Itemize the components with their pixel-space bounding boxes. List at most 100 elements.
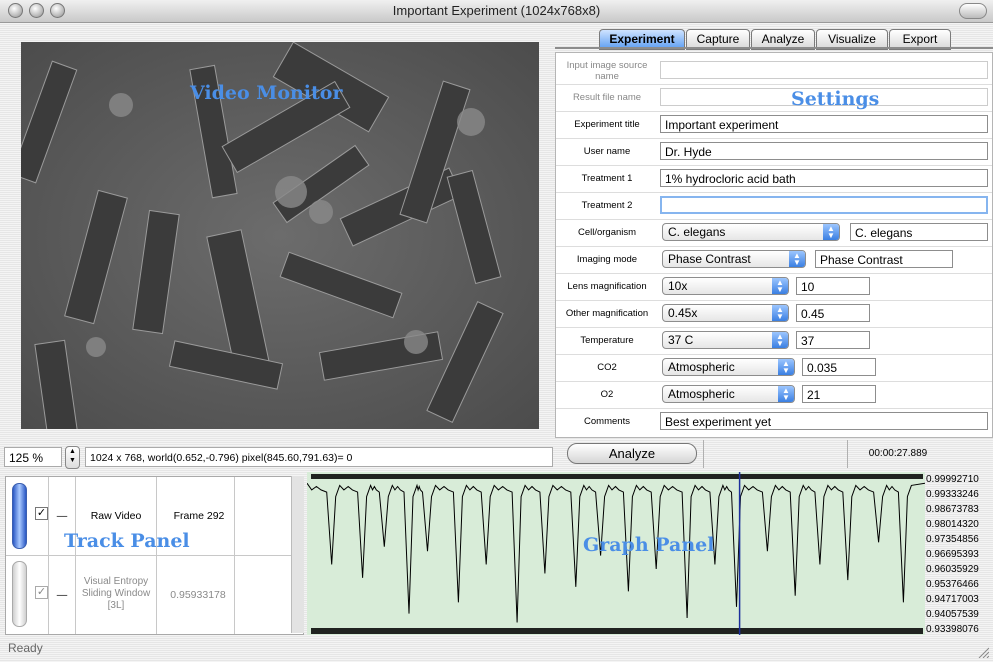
elapsed-time: 00:00:27.889	[868, 448, 928, 459]
track-checkbox-raw-video[interactable]: ✓	[35, 507, 48, 520]
graph-panel-label: Graph Panel	[583, 534, 715, 556]
imaging-mode-label: Imaging mode	[576, 254, 638, 265]
tab-analyze[interactable]: Analyze	[751, 29, 815, 50]
imaging-mode-field[interactable]: Phase Contrast	[815, 250, 953, 268]
track-handle-raw-video[interactable]	[12, 483, 27, 549]
resize-grip-icon[interactable]	[977, 646, 989, 658]
chevron-updown-icon: ▲ ▼	[789, 251, 805, 267]
y-tick-label: 0.99992710	[926, 474, 979, 485]
lens-mag-label: Lens magnification	[567, 281, 647, 292]
tab-experiment[interactable]: Experiment	[599, 29, 685, 50]
other-mag-label: Other magnification	[565, 308, 649, 319]
comments-label: Comments	[584, 416, 630, 427]
track-name-entropy: Visual Entropy Sliding Window [3L]	[81, 576, 151, 611]
other-mag-select[interactable]: 0.45x ▲ ▼	[662, 304, 789, 322]
graph-y-axis: 0.99992710 0.99333246 0.98673783 0.98014320…	[926, 472, 993, 635]
tab-visualize[interactable]: Visualize	[816, 29, 888, 50]
status-divider	[703, 440, 704, 468]
o2-select[interactable]: Atmospheric ▲ ▼	[662, 385, 795, 403]
track-name-raw-video: Raw Video	[90, 510, 142, 522]
video-monitor-label: Video Monitor	[190, 82, 343, 104]
imaging-mode-selected: Phase Contrast	[668, 252, 751, 266]
settings-panel: Input image source name Result file name…	[555, 52, 993, 438]
co2-select[interactable]: Atmospheric ▲ ▼	[662, 358, 795, 376]
track-handle-entropy[interactable]	[12, 561, 27, 627]
chevron-updown-icon: ▲ ▼	[772, 305, 788, 321]
y-tick-label: 0.96695393	[926, 549, 979, 560]
co2-label: CO2	[597, 362, 617, 373]
y-tick-label: 0.93398076	[926, 624, 979, 635]
toolbar-toggle-button[interactable]	[959, 3, 987, 19]
graph-bottom-tick-band	[311, 628, 923, 634]
user-name-field[interactable]: Dr. Hyde	[660, 142, 988, 160]
cell-organism-label: Cell/organism	[577, 227, 637, 238]
imaging-mode-select[interactable]: Phase Contrast ▲ ▼	[662, 250, 806, 268]
track-dash: —	[56, 589, 68, 601]
chevron-updown-icon: ▲ ▼	[823, 224, 839, 240]
tab-divider	[555, 47, 993, 49]
result-file-label: Result file name	[572, 92, 642, 103]
track-dash: —	[56, 510, 68, 522]
cell-organism-select[interactable]: C. elegans ▲ ▼	[662, 223, 840, 241]
experiment-title-field[interactable]: Important experiment	[660, 115, 988, 133]
y-tick-label: 0.98014320	[926, 519, 979, 530]
graph-plot	[307, 472, 925, 635]
treatment2-field[interactable]	[660, 196, 988, 214]
tab-capture[interactable]: Capture	[686, 29, 750, 50]
close-window-icon[interactable]	[8, 3, 23, 18]
y-tick-label: 0.94057539	[926, 609, 979, 620]
minimize-window-icon[interactable]	[29, 3, 44, 18]
temperature-select[interactable]: 37 C ▲ ▼	[662, 331, 789, 349]
co2-selected: Atmospheric	[668, 360, 735, 374]
y-tick-label: 0.98673783	[926, 504, 979, 515]
title-bar: Important Experiment (1024x768x8)	[0, 0, 993, 23]
y-tick-label: 0.97354856	[926, 534, 979, 545]
treatment1-label: Treatment 1	[581, 173, 633, 184]
experiment-title-label: Experiment title	[574, 119, 640, 130]
o2-label: O2	[600, 389, 614, 400]
tab-export[interactable]: Export	[889, 29, 951, 50]
cell-organism-field[interactable]: C. elegans	[850, 223, 988, 241]
zoom-window-icon[interactable]	[50, 3, 65, 18]
temperature-field[interactable]: 37	[796, 331, 870, 349]
track-checkbox-entropy[interactable]: ✓	[35, 586, 48, 599]
y-tick-label: 0.95376466	[926, 579, 979, 590]
treatment1-field[interactable]: 1% hydrocloric acid bath	[660, 169, 988, 187]
lens-mag-selected: 10x	[668, 279, 688, 293]
comments-field[interactable]: Best experiment yet	[660, 412, 988, 430]
chevron-updown-icon: ▲ ▼	[778, 386, 794, 402]
graph-top-tick-band	[311, 474, 923, 479]
input-source-field[interactable]	[660, 61, 988, 79]
graph-panel[interactable]: Graph Panel	[307, 472, 925, 635]
co2-field[interactable]: 0.035	[802, 358, 876, 376]
track-panel: ✓ ✓ — — Raw Video Frame 292 Visual Entro…	[5, 476, 304, 635]
o2-selected: Atmospheric	[668, 387, 735, 401]
chevron-updown-icon: ▲ ▼	[778, 359, 794, 375]
settings-overlay-label: Settings	[791, 88, 880, 110]
other-mag-selected: 0.45x	[668, 306, 698, 320]
y-tick-label: 0.96035929	[926, 564, 979, 575]
zoom-field[interactable]: 125 %	[4, 447, 62, 467]
status-text: Ready	[8, 641, 43, 655]
lens-mag-select[interactable]: 10x ▲ ▼	[662, 277, 789, 295]
entropy-series-line	[307, 482, 925, 623]
treatment2-label: Treatment 2	[581, 200, 633, 211]
track-scrollbar[interactable]	[291, 476, 304, 633]
chevron-updown-icon: ▲ ▼	[772, 332, 788, 348]
lens-mag-field[interactable]: 10	[796, 277, 870, 295]
status-divider	[847, 440, 848, 468]
temperature-label: Temperature	[580, 335, 634, 346]
track-panel-label: Track Panel	[64, 530, 190, 552]
o2-field[interactable]: 21	[802, 385, 876, 403]
microscope-image	[21, 42, 539, 429]
zoom-stepper[interactable]: ▲ ▼	[65, 446, 80, 469]
user-name-label: User name	[583, 146, 631, 157]
analyze-button[interactable]: Analyze	[567, 443, 697, 464]
other-mag-field[interactable]: 0.45	[796, 304, 870, 322]
video-monitor[interactable]: Video Monitor	[21, 42, 539, 429]
track-value-entropy: 0.95933178	[170, 589, 226, 601]
result-file-field[interactable]	[660, 88, 988, 106]
track-value-raw-video: Frame 292	[173, 510, 225, 522]
pixel-coordinates-readout: 1024 x 768, world(0.652,-0.796) pixel(84…	[85, 447, 553, 467]
y-tick-label: 0.94717003	[926, 594, 979, 605]
